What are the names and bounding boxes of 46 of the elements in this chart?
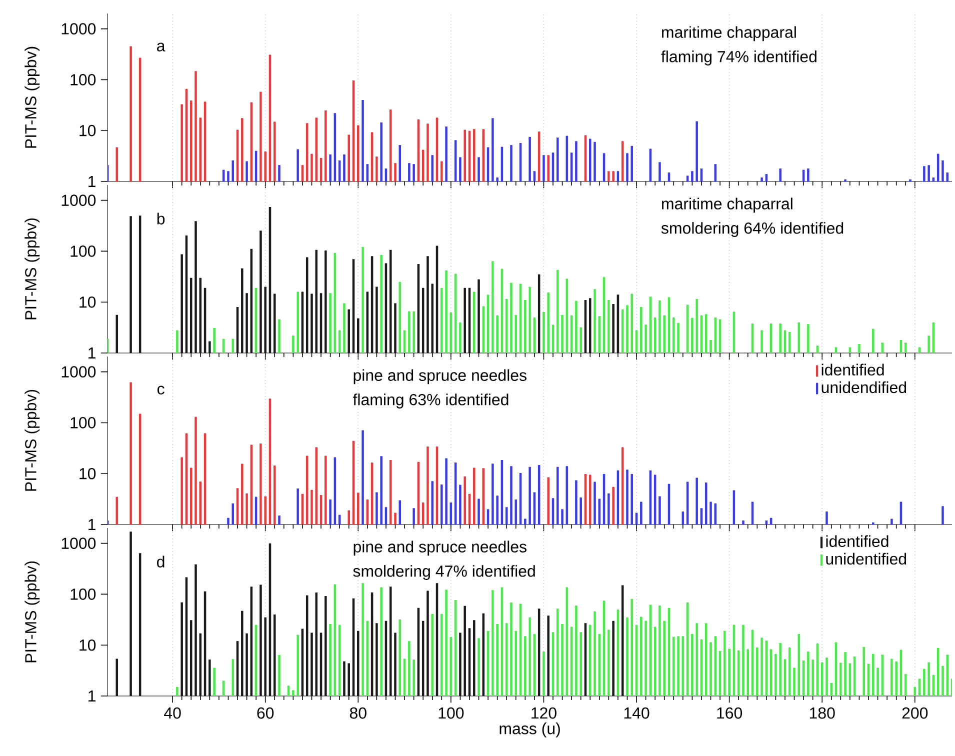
x-axis-title: mass (u): [500, 722, 560, 738]
annotation: maritime chaparral: [662, 198, 792, 213]
legend-label: unidendified: [822, 381, 906, 394]
y-axis-title: PIT-MS (ppbv): [24, 390, 40, 491]
y-tick-label: 1: [88, 348, 96, 358]
y-tick-label: 1: [88, 519, 96, 530]
y-tick-label: 100: [70, 246, 96, 257]
annotation: smoldering 64% identified: [661, 222, 844, 237]
annotation: c: [157, 386, 164, 394]
x-tick-label: 80: [350, 707, 366, 719]
x-tick-label: 180: [810, 707, 835, 719]
annotation: b: [157, 212, 165, 224]
annotation: smoldering 47% identified: [353, 565, 535, 580]
x-tick-label: 40: [164, 707, 181, 719]
y-tick-label: 1: [88, 176, 96, 187]
annotation: a: [157, 42, 166, 52]
annotation: maritime chapparal: [662, 26, 796, 42]
x-tick-label: 100: [438, 707, 464, 719]
y-tick-label: 100: [70, 74, 96, 86]
legend-label: identified: [822, 364, 884, 376]
x-tick-label: 60: [257, 707, 274, 719]
y-tick-label: 10: [80, 124, 96, 136]
y-tick-label: 10: [80, 468, 96, 480]
legend-label: identified: [826, 535, 888, 548]
y-tick-label: 100: [70, 417, 96, 428]
x-tick-label: 140: [624, 707, 650, 719]
annotation: pine and spruce needles: [354, 540, 526, 556]
y-tick-label: 100: [70, 588, 96, 600]
y-axis-title: PIT-MS (ppbv): [24, 561, 40, 662]
y-tick-label: 1000: [62, 538, 96, 549]
y-tick-label: 1000: [62, 194, 96, 206]
x-tick-label: 160: [717, 707, 742, 719]
annotation: flaming 63% identified: [352, 394, 508, 408]
y-axis-title: PIT-MS (ppbv): [24, 46, 40, 148]
x-tick-label: 120: [532, 707, 556, 719]
y-tick-label: 1000: [62, 23, 96, 34]
y-tick-label: 10: [80, 296, 96, 308]
annotation: flaming 74% identified: [661, 50, 816, 66]
y-axis-title: PIT-MS (ppbv): [24, 218, 40, 320]
annotation: pine and spruce needles: [354, 369, 526, 384]
annotation: d: [157, 556, 164, 568]
y-tick-label: 10: [80, 639, 96, 651]
x-tick-label: 200: [902, 707, 928, 719]
legend-label: unidentified: [826, 552, 906, 565]
y-tick-label: 1000: [62, 366, 96, 378]
y-tick-label: 1: [88, 690, 96, 702]
